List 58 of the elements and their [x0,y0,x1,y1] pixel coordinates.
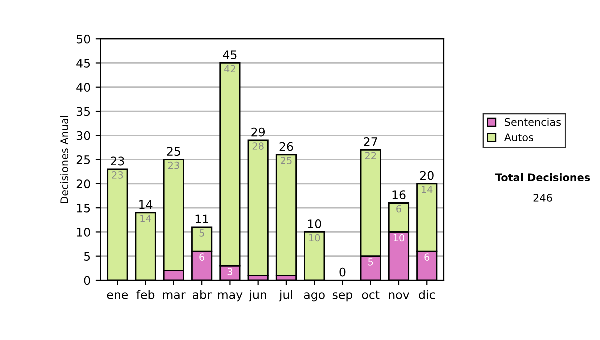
y-tick-label: 25 [76,156,90,164]
x-tick-label: sep [332,292,353,302]
x-tick-label: dic [419,290,436,300]
x-tick-label: ene [107,292,128,300]
total-label: 26 [280,142,294,152]
x-tick-label: jul [279,290,292,302]
x-tick-label: mar [163,292,186,300]
total-label: 45 [223,50,237,60]
y-tick-label: 40 [76,83,90,92]
x-tick-label: may [218,292,243,302]
data-label: 23 [168,162,180,170]
total-label: 16 [392,190,406,200]
y-tick-label: 20 [76,180,90,189]
y-tick-label: 0 [84,276,90,286]
text: 246 [534,194,552,202]
total-label: 23 [111,156,124,166]
x-tick-label: ago [304,292,325,302]
total-label: 25 [167,147,180,156]
data-label: 3 [228,268,233,276]
total-label: 20 [420,171,434,180]
bar [248,140,269,276]
x-tick-label: abr [192,290,212,300]
x-tick-label: oct [362,290,380,300]
data-label: 10 [309,234,320,242]
data-label: 6 [200,254,205,261]
data-label: 14 [140,215,152,222]
data-label: 23 [112,172,124,179]
y-tick-label: 45 [76,59,90,68]
y-tick-label: 15 [77,204,90,213]
y-tick-label: 10 [77,228,90,237]
total-label: 10 [308,220,322,228]
data-label: 42 [224,65,236,73]
total-label: 0 [340,268,346,277]
data-label: 28 [252,142,264,150]
data-label: 5 [200,230,204,237]
total-label: 27 [364,137,378,146]
y-tick-label: 30 [76,131,90,140]
x-tick-label: feb [136,290,155,300]
x-tick-label: jun [249,290,266,302]
y-axis-title: Decisiones Anual [60,116,68,204]
data-label: 6 [396,205,402,213]
data-label: 14 [422,186,433,194]
data-label: 5 [368,258,374,266]
data-label: 25 [280,157,292,164]
text: Total Decisiones [495,173,590,182]
data-label: 6 [424,254,430,261]
x-tick-label: nov [389,292,410,300]
total-label: 14 [140,200,153,210]
data-label: 22 [365,152,376,160]
total-label: 11 [196,214,208,224]
legend-label: Autos [504,134,534,142]
y-tick-label: 5 [84,252,90,262]
bar [276,154,298,276]
y-tick-label: 50 [76,34,90,44]
legend-label: Sentencias [505,118,562,126]
y-tick-label: 35 [76,107,90,116]
total-label: 29 [252,128,266,137]
data-label: 10 [394,234,405,242]
